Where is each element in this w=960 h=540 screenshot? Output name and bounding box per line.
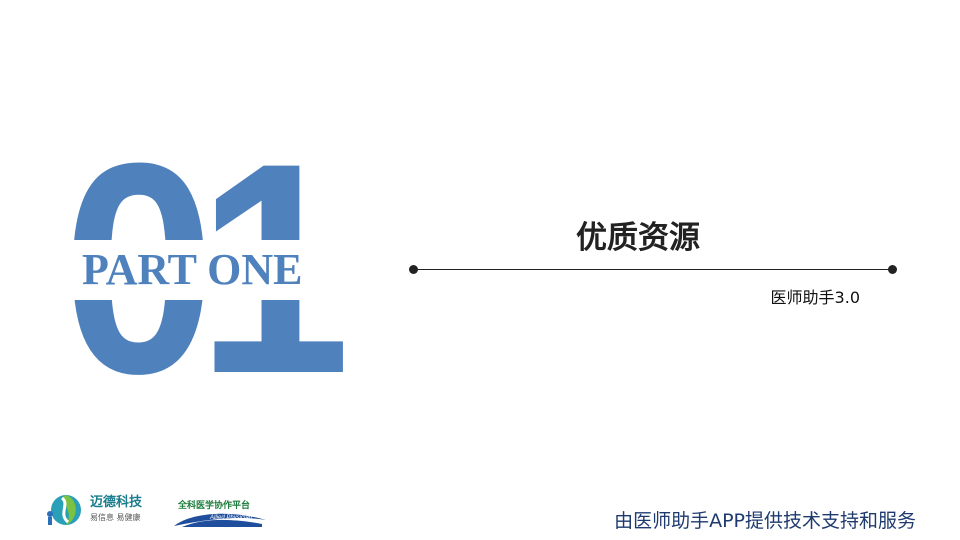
company-logo-mark-icon [47,495,81,525]
company-name: 迈德科技 [90,495,143,510]
section-title: 优质资源 [576,220,700,256]
platform-logo-mark-icon: Allied Physician [174,513,266,527]
footer-credit: 由医师助手APP提供技术支持和服务 [614,510,916,532]
divider-left-dot [409,265,418,274]
platform-english: Allied Physician [209,515,253,521]
platform-logo: 全科医学协作平台 Allied Physician [172,500,268,528]
part-label-band [72,240,334,300]
company-slogan: 易信息 易健康 [90,513,141,522]
company-logo: 迈德科技 易信息 易健康 [44,492,164,528]
platform-name: 全科医学协作平台 [178,501,251,511]
part-label: PART ONE [82,245,303,294]
divider-line [414,269,892,270]
divider-right-dot [888,265,897,274]
section-subtitle: 医师助手3.0 [770,288,860,307]
